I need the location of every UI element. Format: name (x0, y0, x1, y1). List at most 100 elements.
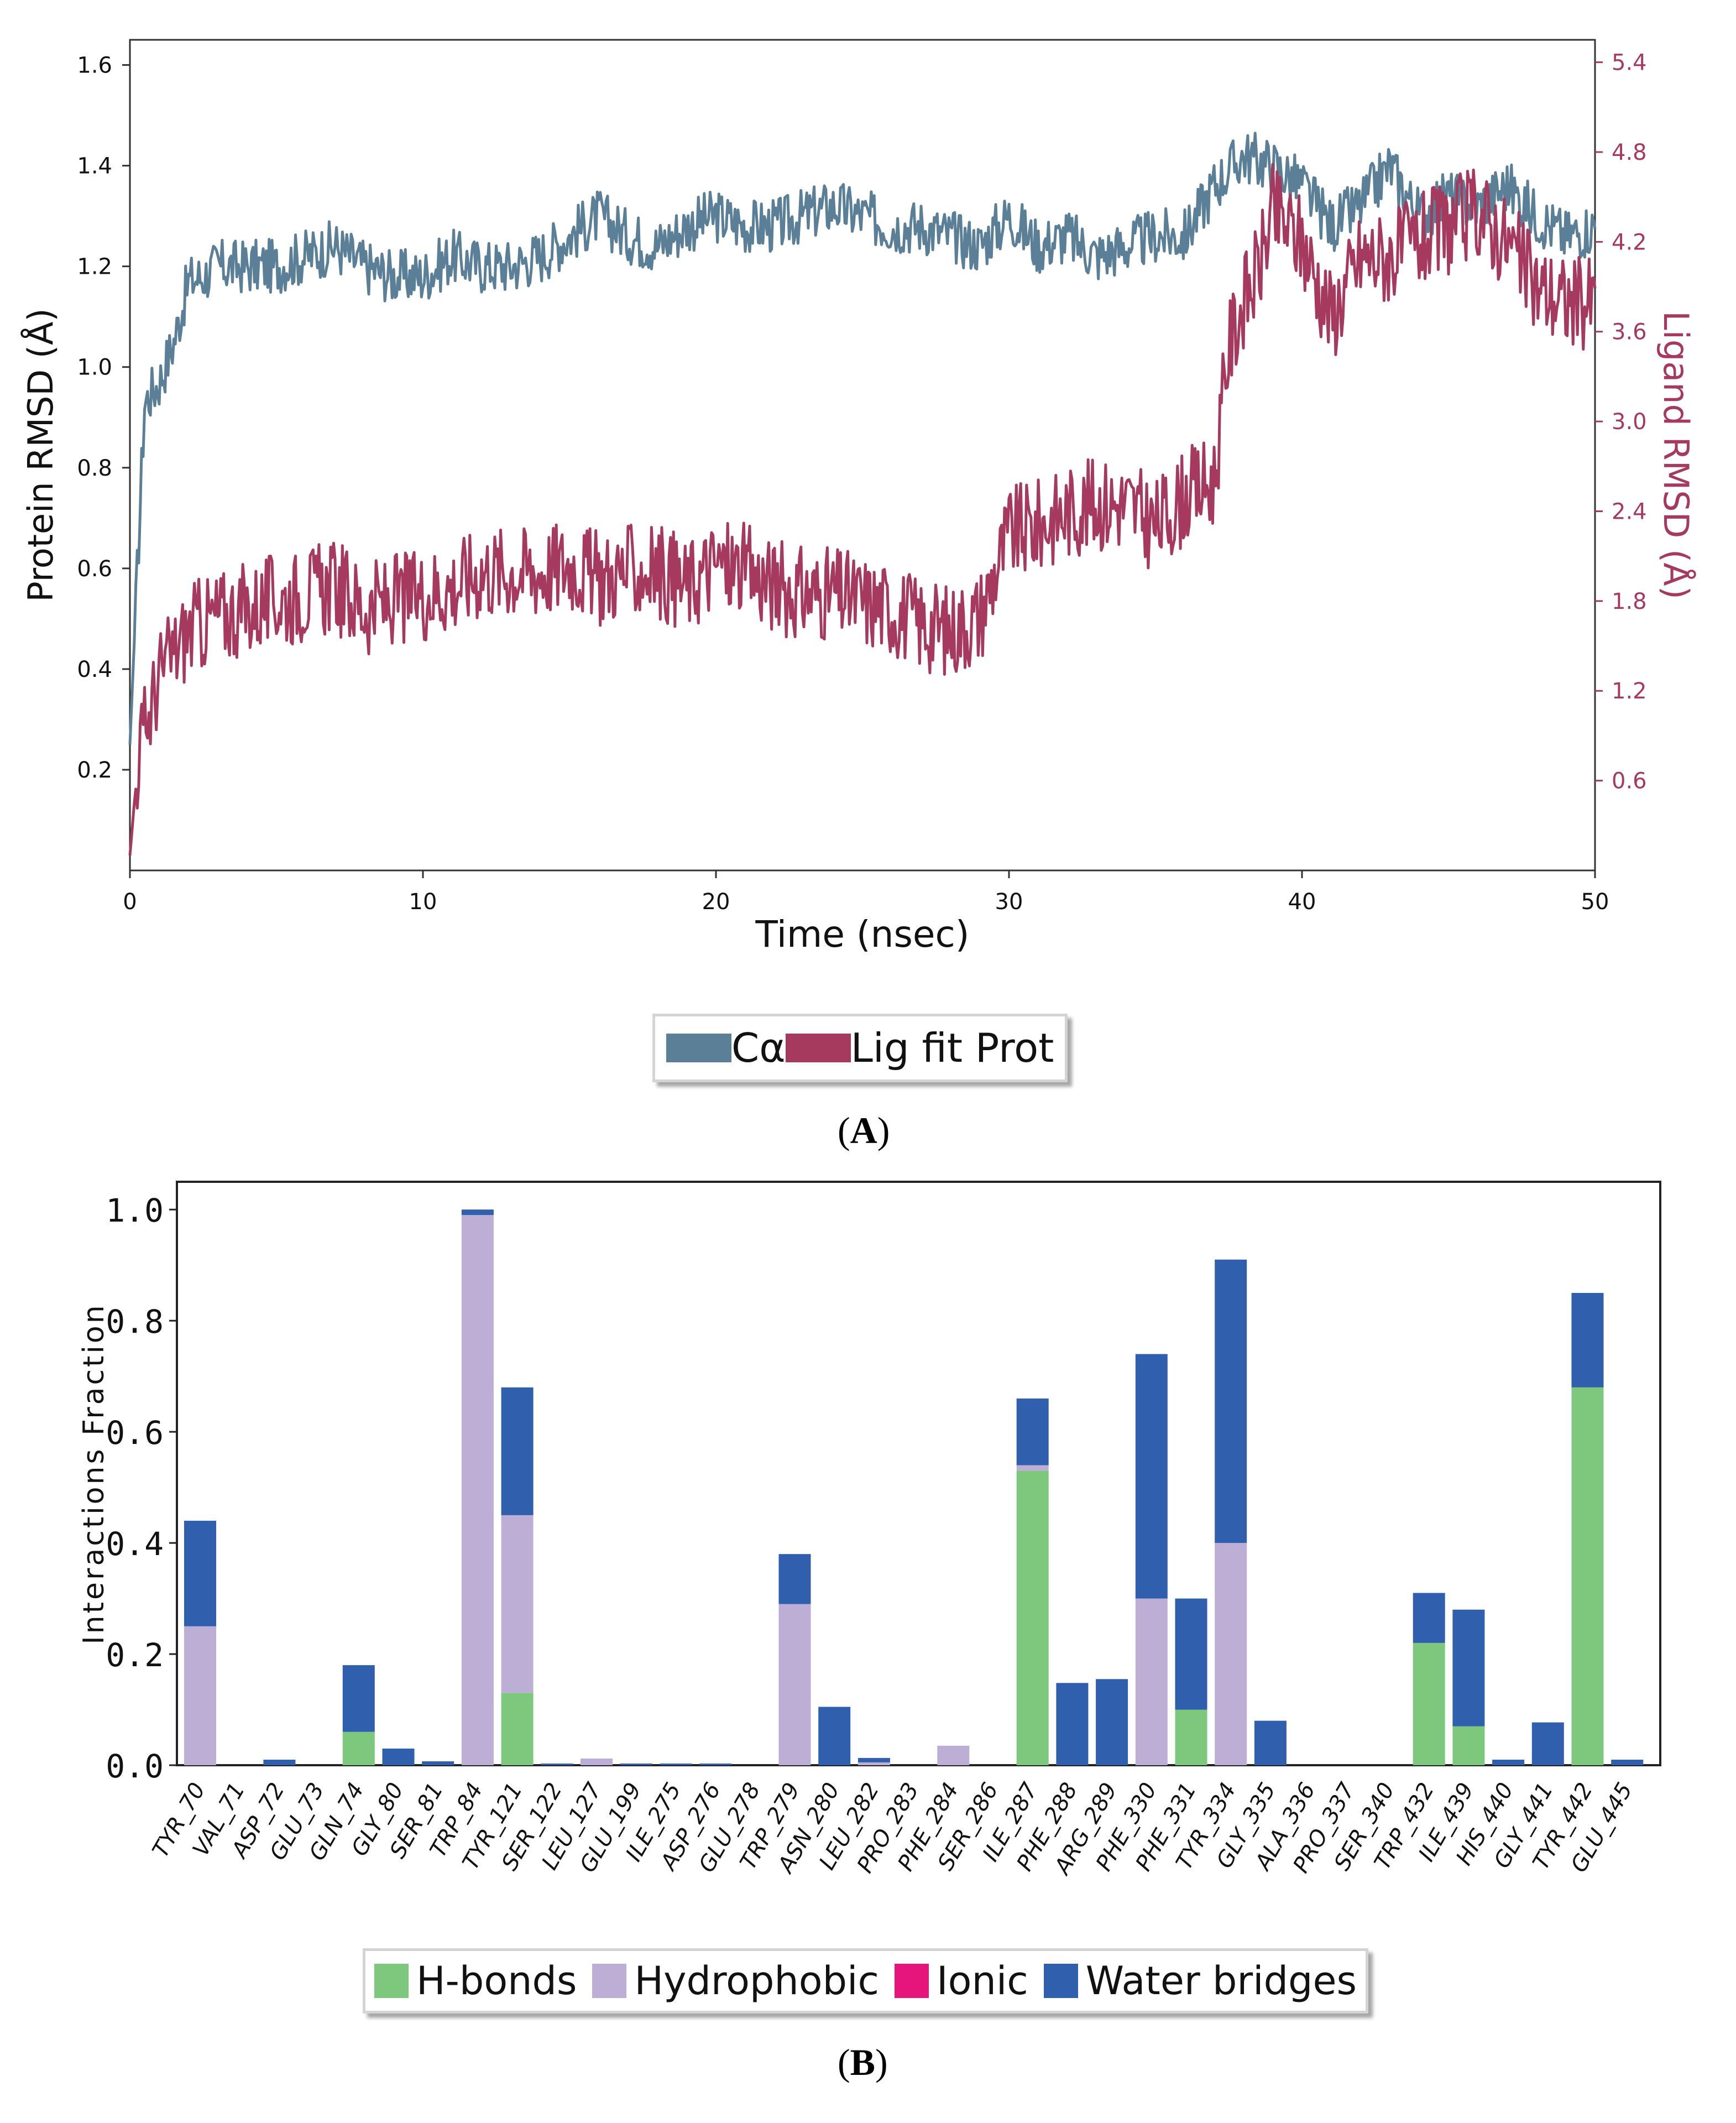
bar-water-bridges-ile_439 (1452, 1609, 1485, 1726)
x-axis-label-a: Time (nsec) (755, 913, 969, 956)
bar-hydrophobic-trp_279 (778, 1604, 811, 1765)
panel-a-letter: A (850, 1109, 877, 1151)
bar-water-bridges-ile_287 (1016, 1398, 1049, 1465)
y-tick-label-left: 1.4 (77, 154, 112, 179)
bar-water-bridges-asp_276 (699, 1764, 732, 1765)
bar-h-bonds-tyr_442 (1571, 1387, 1604, 1765)
bar-water-bridges-phe_330 (1135, 1354, 1168, 1599)
y-tick-label-left: 0.8 (77, 456, 112, 481)
x-tick-label-a: 20 (702, 889, 730, 915)
legend-label-hbonds: H-bonds (416, 1958, 577, 2004)
bar-water-bridges-glu_199 (620, 1764, 652, 1765)
y-tick-label-b: 0.2 (106, 1636, 164, 1674)
bar-water-bridges-ser_81 (422, 1761, 454, 1765)
plot-a-frame (129, 39, 1596, 872)
bar-h-bonds-gln_74 (342, 1731, 375, 1765)
panel-a-chart: 0 10 20 30 40 50 0.2 0.4 0.6 0.8 1.0 1.2 1.4 1.6 0.6 1.… (20, 39, 1696, 956)
legend-item-hydrophobic: Hydrophobic (592, 1958, 879, 2004)
x-tick-label-a: 10 (409, 889, 437, 915)
y-tick-label-left: 1.0 (77, 355, 112, 380)
y-tick-label-b: 0.0 (106, 1748, 164, 1785)
plot-b-bars (184, 1209, 1644, 1765)
legend-label-ionic: Ionic (937, 1958, 1028, 2004)
bar-hydrophobic-leu_127 (581, 1758, 613, 1765)
bar-water-bridges-gln_74 (342, 1665, 375, 1732)
bar-water-bridges-arg_289 (1096, 1679, 1128, 1765)
y-tick-label-right: 1.2 (1612, 679, 1647, 704)
legend-swatch-ca (666, 1034, 731, 1062)
bar-h-bonds-trp_432 (1413, 1643, 1445, 1765)
bar-water-bridges-his_440 (1492, 1760, 1525, 1765)
panel-b-open: ( (838, 2041, 850, 2083)
legend-swatch-hbonds (374, 1964, 409, 1998)
y-tick-label-right: 4.8 (1612, 140, 1647, 165)
y-tick-label-right: 1.8 (1612, 589, 1647, 614)
y-tick-label-right: 3.6 (1612, 320, 1647, 345)
legend-item-ionic: Ionic (895, 1958, 1028, 2004)
bar-water-bridges-trp_279 (778, 1554, 811, 1604)
y-tick-label-left: 1.6 (77, 53, 112, 79)
legend-label-water: Water bridges (1085, 1958, 1357, 2004)
bar-hydrophobic-tyr_121 (501, 1515, 534, 1693)
bar-hydrophobic-phe_284 (937, 1745, 970, 1765)
bar-water-bridges-asp_72 (263, 1760, 296, 1765)
bar-water-bridges-phe_288 (1056, 1683, 1089, 1765)
legend-b: H-bonds Hydrophobic Ionic Water bridges (363, 1948, 1369, 2014)
y-tick-label-b: 0.8 (106, 1303, 164, 1340)
legend-label-lig: Lig fit Prot (850, 1025, 1054, 1071)
legend-label-ca: Cα (731, 1025, 786, 1071)
bar-h-bonds-ile_439 (1452, 1726, 1485, 1765)
bar-hydrophobic-leu_282 (857, 1762, 890, 1765)
legend-item-water: Water bridges (1043, 1958, 1357, 2004)
series-line-ca (128, 132, 1597, 745)
bar-water-bridges-asn_280 (818, 1707, 851, 1765)
bar-hydrophobic-tyr_334 (1215, 1543, 1247, 1765)
bar-hydrophobic-phe_330 (1135, 1598, 1168, 1765)
y-axis-label-left: Protein RMSD (Å) (20, 308, 61, 602)
y-tick-label-b: 0.4 (106, 1525, 164, 1563)
y-axis-label-b: Interactions Fraction (77, 1303, 111, 1644)
legend-a: Cα Lig fit Prot (652, 1014, 1068, 1082)
y-tick-label-right: 4.2 (1612, 229, 1647, 255)
x-tick-label-a: 0 (123, 889, 137, 915)
bar-water-bridges-trp_84 (461, 1209, 494, 1216)
y-axis-label-right: Ligand RMSD (Å) (1656, 311, 1696, 599)
bar-water-bridges-tyr_442 (1571, 1293, 1604, 1387)
y-tick-label-left: 0.6 (77, 556, 112, 582)
x-tick-label-a: 30 (995, 889, 1023, 915)
bar-h-bonds-tyr_121 (501, 1693, 534, 1765)
y-tick-label-left: 1.2 (77, 254, 112, 280)
panel-a-close: ) (877, 1109, 890, 1151)
legend-label-hydrophobic: Hydrophobic (634, 1958, 879, 2004)
y-tick-label-right: 0.6 (1612, 769, 1647, 794)
bar-h-bonds-phe_331 (1175, 1709, 1207, 1765)
bar-water-bridges-ser_122 (541, 1764, 573, 1765)
legend-swatch-hydrophobic (592, 1964, 627, 1998)
y-tick-label-b: 0.6 (106, 1414, 164, 1452)
bar-hydrophobic-trp_84 (461, 1215, 494, 1765)
legend-item-hbonds: H-bonds (374, 1958, 577, 2004)
plot-a-ticks: 0 10 20 30 40 50 0.2 0.4 0.6 0.8 1.0 1.2 1.4 1.6 0.6 1.… (77, 50, 1646, 915)
legend-swatch-lig (785, 1034, 851, 1062)
y-tick-label-right: 2.4 (1612, 499, 1647, 524)
bar-hydrophobic-tyr_70 (184, 1626, 216, 1765)
panel-a-open: ( (838, 1109, 850, 1151)
bar-water-bridges-gly_441 (1531, 1722, 1564, 1765)
y-tick-label-right: 5.4 (1612, 50, 1647, 76)
bar-water-bridges-leu_282 (857, 1757, 890, 1762)
panel-b-chart: TYR_70VAL_71ASP_72GLU_73GLN_74GLY_80SER_… (77, 1181, 1661, 1880)
panel-b-close: ) (875, 2041, 888, 2083)
bar-water-bridges-tyr_70 (184, 1520, 216, 1626)
plot-a-lines (128, 132, 1597, 856)
panel-a-label: (A) (838, 1109, 890, 1152)
bar-water-bridges-gly_80 (382, 1748, 415, 1765)
y-tick-label-right: 3.0 (1612, 409, 1647, 435)
panel-b-letter: B (850, 2041, 876, 2083)
bar-water-bridges-glu_445 (1611, 1760, 1644, 1765)
legend-swatch-water (1043, 1964, 1078, 1998)
series-line-lig-fit-prot (128, 163, 1597, 856)
legend-swatch-ionic (895, 1964, 929, 1998)
bar-hydrophobic-ile_287 (1016, 1465, 1049, 1471)
x-tick-label-a: 50 (1581, 889, 1609, 915)
